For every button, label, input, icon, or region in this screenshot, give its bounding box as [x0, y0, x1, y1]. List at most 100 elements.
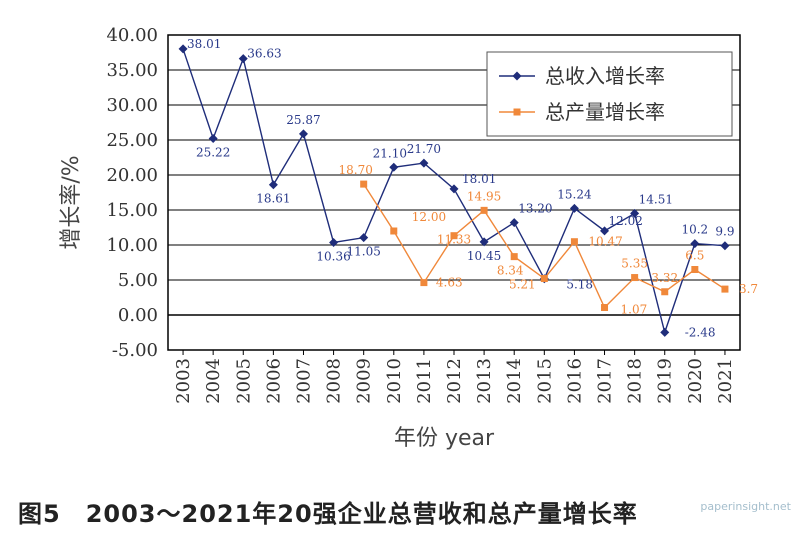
data-point [631, 274, 639, 282]
y-axis-title: 增长率/% [59, 155, 84, 249]
y-tick-labels: 40.00 35.00 30.00 25.00 20.00 15.00 10.00 5.00 0… [106, 25, 158, 361]
y-tick-label: 0.00 [118, 305, 158, 326]
data-point [570, 238, 578, 246]
data-label: 12.00 [412, 210, 446, 224]
x-tick-label: 2020 [685, 358, 706, 404]
legend-marker [513, 108, 521, 116]
data-label: 4.63 [436, 276, 463, 290]
y-tick-label: 15.00 [106, 200, 158, 221]
data-label: 15.24 [557, 187, 592, 201]
data-label: 5.21 [509, 278, 536, 292]
legend-label: 总产量增长率 [545, 100, 665, 124]
data-label: 5.35 [621, 257, 648, 271]
y-tick-label: 25.00 [106, 130, 158, 151]
data-point [420, 279, 428, 287]
data-label: 18.01 [462, 172, 496, 186]
data-point [479, 237, 489, 247]
data-label: 12.02 [609, 214, 643, 228]
data-point [661, 288, 669, 296]
data-label: 10.36 [316, 249, 350, 263]
x-tick-label: 2014 [504, 358, 525, 404]
x-tick-label: 2017 [595, 358, 616, 404]
x-tick-label: 2013 [474, 358, 495, 404]
data-label: 10.45 [467, 249, 501, 263]
data-point [419, 158, 429, 168]
data-label: 6.5 [685, 249, 704, 263]
x-tick-label: 2015 [534, 358, 555, 404]
data-point [268, 180, 278, 190]
data-point [178, 44, 188, 54]
data-point [630, 208, 640, 218]
data-point [720, 241, 730, 251]
data-point [540, 275, 548, 283]
y-tick-label: 5.00 [118, 270, 158, 291]
data-point [601, 304, 609, 312]
data-label: 14.51 [639, 192, 673, 206]
data-label: 21.70 [407, 142, 441, 156]
data-label: 36.63 [247, 47, 281, 61]
data-point [449, 184, 459, 194]
watermark: paperinsight.net [700, 500, 791, 513]
data-label: 18.61 [256, 192, 290, 206]
data-label: 5.18 [566, 278, 593, 292]
data-point [390, 227, 398, 235]
line-chart: 40.00 35.00 30.00 25.00 20.00 15.00 10.00 5.00 0… [59, 25, 758, 451]
data-label: 38.01 [187, 37, 221, 51]
x-tick-label: 2007 [293, 358, 314, 404]
legend-marker [512, 71, 522, 81]
data-label: 8.34 [497, 264, 524, 278]
x-tick-label: 2010 [384, 358, 405, 404]
data-label: 10.47 [588, 235, 622, 249]
data-point [660, 327, 670, 337]
y-tick-label: 10.00 [106, 235, 158, 256]
data-point [359, 233, 369, 243]
data-point [600, 226, 610, 236]
y-tick-label: 35.00 [106, 60, 158, 81]
data-label: 9.9 [715, 225, 734, 239]
data-label: 11.33 [437, 233, 471, 247]
data-label: 14.95 [467, 189, 501, 203]
data-point [691, 266, 699, 273]
data-point [450, 232, 458, 240]
data-point [690, 239, 700, 249]
x-tick-label: 2011 [414, 358, 435, 404]
data-label: 3.32 [651, 271, 678, 285]
data-point [480, 206, 488, 214]
figure-caption: 图5 2003～2021年20强企业总营收和总产量增长率 [18, 500, 638, 528]
data-point [238, 54, 248, 64]
y-tick-label: -5.00 [112, 340, 158, 361]
x-tick-label: 2003 [173, 358, 194, 404]
data-label: 25.22 [196, 145, 230, 159]
x-tick-labels: 2003 2004 2005 2006 2007 2008 2009 2010 2011 2012… [173, 350, 736, 404]
x-axis-title: 年份 year [394, 426, 495, 451]
x-tick-label: 2008 [324, 358, 345, 404]
x-tick-label: 2004 [203, 358, 224, 404]
data-point [510, 253, 518, 261]
x-tick-label: 2018 [625, 358, 646, 404]
data-label: -2.48 [685, 325, 716, 339]
series-markers [178, 44, 730, 337]
x-tick-label: 2012 [444, 358, 465, 404]
data-label: 25.87 [286, 113, 320, 127]
y-tick-label: 30.00 [106, 95, 158, 116]
legend-label: 总收入增长率 [545, 64, 665, 88]
data-point [360, 180, 368, 188]
data-point [721, 285, 729, 293]
data-label: 13.20 [518, 202, 552, 216]
data-point [329, 237, 339, 247]
x-tick-label: 2006 [263, 358, 284, 404]
x-tick-label: 2016 [564, 358, 585, 404]
data-point [208, 133, 218, 143]
y-tick-label: 20.00 [106, 165, 158, 186]
data-point [569, 203, 579, 213]
data-label: 18.70 [339, 163, 373, 177]
data-label: 3.7 [739, 282, 758, 296]
legend-box [486, 51, 733, 137]
x-tick-label: 2005 [233, 358, 254, 404]
data-label: 10.2 [681, 223, 708, 237]
x-tick-label: 2021 [715, 358, 736, 404]
data-point [389, 162, 399, 172]
data-label: 11.05 [347, 245, 381, 259]
